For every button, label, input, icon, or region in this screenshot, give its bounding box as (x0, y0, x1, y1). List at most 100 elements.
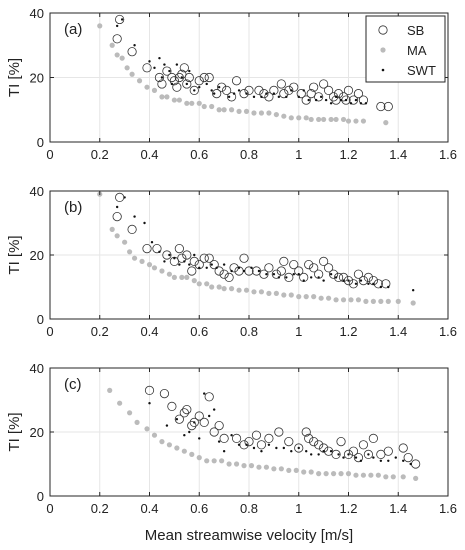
data-point-sb (115, 192, 125, 202)
data-point-swt (297, 273, 300, 276)
data-point-sb (301, 95, 311, 105)
data-point-sb (363, 272, 373, 282)
data-point-swt (347, 279, 350, 282)
data-point-swt (367, 453, 370, 456)
data-point-swt (285, 95, 288, 99)
x-tick-label: 0.8 (240, 324, 258, 339)
data-point-ma (281, 292, 287, 298)
data-point-ma (296, 294, 302, 300)
data-point-ma (119, 55, 125, 61)
data-point-swt (322, 450, 325, 453)
data-point-sb (187, 266, 197, 276)
y-tick-label: 0 (37, 312, 44, 327)
data-point-sb (244, 436, 254, 447)
data-point-swt (158, 250, 161, 253)
data-point-ma (383, 120, 389, 126)
data-point-swt (245, 92, 248, 95)
data-point-sb (142, 63, 152, 73)
data-point-sb (376, 101, 386, 112)
data-point-sb (289, 82, 299, 92)
data-point-sb (304, 433, 314, 443)
data-point-sb (353, 452, 364, 463)
data-point-swt (334, 95, 338, 99)
data-point-sb (309, 263, 319, 273)
data-point-swt (133, 44, 136, 47)
data-point-sb (154, 72, 165, 83)
data-point-ma (316, 116, 322, 123)
data-point-swt (188, 430, 191, 434)
data-point-sb (231, 433, 242, 443)
data-point-ma (204, 458, 210, 464)
data-point-ma (281, 113, 287, 119)
data-point-ma (390, 474, 396, 480)
data-point-sb (209, 259, 219, 270)
data-point-sb (212, 89, 222, 99)
data-point-sb (338, 92, 349, 102)
y-tick-label: 20 (30, 71, 44, 86)
data-point-swt (232, 92, 236, 95)
data-point-swt (329, 273, 333, 276)
data-point-sb (172, 82, 182, 92)
data-point-sb (222, 85, 232, 96)
data-point-sb (264, 92, 274, 102)
data-point-ma (251, 289, 257, 295)
data-point-swt (210, 89, 213, 92)
data-point-sb (194, 411, 204, 421)
data-point-sb (199, 72, 209, 83)
data-point-swt (317, 453, 320, 456)
data-point-sb (284, 85, 294, 96)
data-point-sb (383, 101, 393, 112)
data-point-ma (114, 52, 120, 58)
data-point-sb (187, 420, 197, 431)
data-point-swt (349, 102, 353, 105)
data-point-ma (146, 262, 153, 268)
data-point-swt (193, 421, 196, 424)
data-point-sb (403, 452, 413, 463)
data-point-ma (301, 469, 307, 475)
data-point-sb (184, 72, 194, 83)
x-tick-label: 0.6 (190, 324, 208, 339)
data-point-sb (284, 436, 294, 447)
x-tick-label: 0.2 (91, 324, 109, 339)
data-point-ma (184, 274, 190, 280)
data-point-sb (289, 259, 299, 270)
data-point-sb (256, 440, 267, 450)
data-point-swt (267, 443, 271, 446)
data-point-sb (239, 253, 249, 263)
data-point-ma (353, 118, 359, 124)
data-point-sb (144, 385, 155, 395)
legend: SB MA SWT (365, 15, 446, 83)
data-point-swt (143, 221, 146, 225)
data-point-ma (159, 439, 165, 445)
data-point-ma (278, 466, 284, 472)
data-point-swt (198, 85, 201, 89)
data-point-swt (193, 253, 196, 257)
data-point-ma (236, 108, 242, 114)
data-point-ma (184, 100, 190, 106)
data-point-swt (282, 446, 286, 450)
data-point-swt (198, 437, 201, 440)
data-point-ma (196, 281, 202, 287)
data-point-ma (286, 467, 292, 473)
data-point-ma (383, 474, 389, 480)
x-tick-label: 0.6 (190, 501, 208, 516)
data-point-ma (360, 472, 367, 478)
x-tick-label: 1 (295, 147, 302, 162)
data-point-swt (115, 24, 119, 28)
data-point-swt (359, 102, 363, 105)
x-tick-label: 0 (46, 324, 53, 339)
data-point-swt (364, 102, 368, 105)
legend-label: SWT (407, 63, 436, 78)
data-point-ma (97, 23, 103, 29)
data-point-ma (209, 284, 215, 290)
data-point-sb (209, 427, 219, 437)
data-point-ma (293, 467, 299, 473)
data-point-swt (354, 456, 358, 459)
data-point-sb (348, 446, 359, 456)
data-point-sb (314, 92, 324, 102)
data-point-swt (252, 95, 256, 99)
data-point-ma (211, 458, 217, 464)
data-point-ma (360, 118, 367, 124)
y-tick-label: 20 (30, 248, 44, 263)
legend-label: SB (407, 23, 424, 38)
